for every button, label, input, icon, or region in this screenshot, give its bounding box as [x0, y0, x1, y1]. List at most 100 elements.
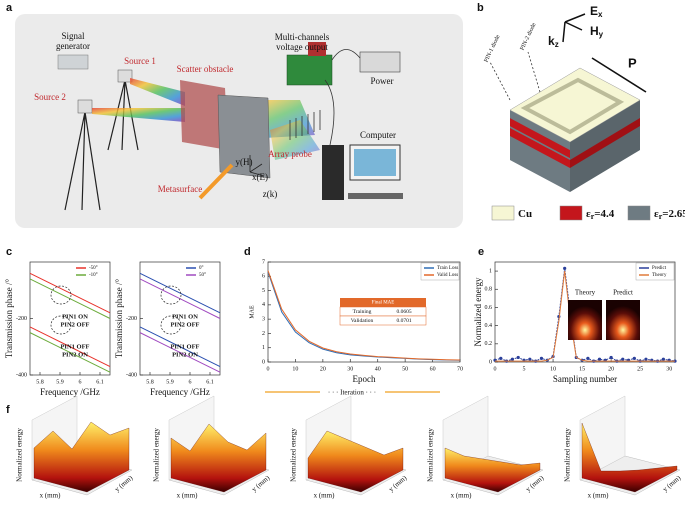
series-line	[139, 272, 221, 314]
x-tick-label: 15	[579, 366, 585, 372]
x-tick-label: 5.9	[56, 379, 64, 385]
x-tick-label: 50	[402, 366, 408, 372]
legend-base: ε	[654, 208, 659, 220]
annotation: PIN1 ON	[62, 313, 88, 320]
y-axis-label: Transmission phase /°	[4, 278, 14, 358]
legend-text: Cu	[518, 208, 532, 220]
y-tick-label: 6	[262, 274, 265, 280]
legend-rest: =2.65	[662, 208, 685, 220]
y-tick-label: 0	[262, 359, 265, 365]
x-tick-label: 5.9	[166, 379, 174, 385]
inset-image	[568, 300, 602, 340]
x-tick-label: 6.1	[206, 379, 214, 385]
x-tick-label: 6.1	[96, 379, 104, 385]
panel-label: f	[6, 404, 10, 416]
panel-label: d	[244, 246, 251, 258]
x-tick-label: 5.8	[36, 379, 44, 385]
x-axis-label: x (mm)	[177, 492, 198, 500]
z-axis-label: Normalized energy	[290, 428, 298, 482]
y-tick-label: 0	[489, 359, 492, 365]
point	[644, 357, 648, 361]
legend-sub: r	[591, 212, 595, 221]
x-tick-label: 6	[189, 379, 192, 385]
x-tick-label: 10	[292, 366, 298, 372]
field-sub: z	[555, 40, 559, 49]
table-cell: Validation	[351, 318, 374, 324]
series-line	[495, 271, 675, 362]
panel-a-label: Source 1	[124, 56, 156, 66]
table-cell: 0.0605	[396, 309, 411, 315]
x-axis-label: x (mm)	[451, 492, 472, 500]
plot-frame	[494, 261, 676, 363]
point	[528, 357, 532, 361]
x-axis-label: Sampling number	[553, 374, 617, 384]
x-tick-label: 25	[637, 366, 643, 372]
panel-a-label: Array probe	[268, 149, 312, 159]
point	[597, 357, 602, 361]
panel-a-label: generator	[56, 41, 90, 51]
panel-b-art	[489, 13, 647, 192]
x-tick-label: 0	[494, 366, 497, 372]
y-tick-label: 0.2	[485, 341, 493, 347]
y-tick-label: 1	[262, 345, 265, 351]
surface-plot	[579, 395, 681, 496]
z-axis-label: Normalized energy	[564, 428, 572, 482]
surface-plot	[168, 395, 270, 496]
annotation-circle	[160, 285, 182, 305]
panel-a-label: z(k)	[263, 189, 278, 199]
panel-label: c	[6, 246, 12, 258]
table-cell: Training	[353, 309, 372, 315]
series-line	[267, 270, 461, 361]
field-base: k	[548, 34, 555, 48]
x-axis-label: Frequency /GHz	[150, 387, 210, 397]
legend-label: 0°	[199, 266, 204, 271]
z-axis-label: Normalized energy	[153, 428, 161, 482]
inset-image	[606, 300, 640, 340]
field-base: E	[590, 4, 598, 18]
y-tick-label: 0.4	[485, 323, 493, 329]
x-tick-label: 70	[457, 366, 463, 372]
legend-label: Cu	[518, 208, 532, 220]
panel-a-label: x(E)	[252, 172, 268, 182]
legend-label: Train Loss	[437, 266, 458, 271]
x-tick-label: 0	[267, 366, 270, 372]
legend-label: 50°	[199, 273, 206, 278]
y-tick-label: -200	[126, 316, 137, 322]
x-tick-label: 5.8	[146, 379, 154, 385]
y-axis-label: Normalized energy	[473, 277, 483, 347]
surface-plot	[305, 395, 407, 496]
y-tick-label: 4	[262, 302, 265, 308]
annotation-circle	[160, 315, 182, 335]
x-axis-label: Frequency /GHz	[40, 387, 100, 397]
y-tick-label: -400	[16, 372, 27, 378]
x-axis-label: x (mm)	[588, 492, 609, 500]
field-sub: y	[599, 30, 604, 39]
surface	[581, 422, 678, 493]
series-line	[139, 326, 221, 367]
panel-a-label: Multi-channels	[275, 32, 330, 42]
panel-a-label: voltage output	[276, 42, 328, 52]
x-tick-label: 20	[320, 366, 326, 372]
annotation: PIN1 ON	[172, 313, 198, 320]
point	[661, 357, 665, 361]
field-label: Ex	[590, 4, 603, 19]
panel-label: b	[477, 2, 484, 14]
point	[609, 355, 613, 360]
table-cell: 0.0701	[396, 318, 411, 324]
annotation: PIN2 OFF	[170, 321, 199, 328]
y-tick-label: 0.6	[485, 305, 493, 311]
x-axis-label: x (mm)	[314, 492, 335, 500]
surface	[444, 447, 541, 493]
series-line	[494, 268, 676, 362]
field-sub: x	[598, 10, 603, 19]
panel-a-label: Power	[371, 76, 394, 86]
z-axis-label: Normalized energy	[427, 428, 435, 482]
y-tick-label: 1	[489, 268, 492, 274]
y-tick-label: 2	[262, 331, 265, 337]
y-tick-label: -200	[16, 316, 27, 322]
x-tick-label: 10	[550, 366, 556, 372]
y-axis-label: MAE	[249, 305, 255, 319]
surface-plot	[442, 395, 544, 496]
y-axis-label: Transmission phase /°	[114, 278, 124, 358]
x-tick-label: 60	[430, 366, 436, 372]
